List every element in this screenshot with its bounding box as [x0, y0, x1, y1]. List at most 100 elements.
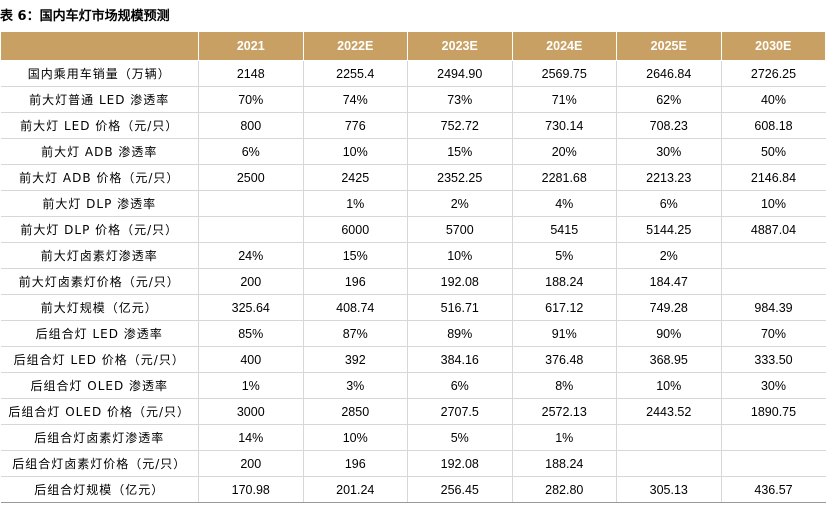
table-cell — [720, 242, 826, 269]
table-cell: 749.28 — [616, 294, 721, 321]
table-cell: 282.80 — [511, 476, 617, 503]
table-cell: 5% — [511, 242, 617, 269]
table-cell: 3000 — [198, 398, 303, 425]
table-cell: 2255.4 — [302, 60, 408, 87]
table-cell: 2646.84 — [616, 60, 721, 87]
table-cell: 384.16 — [407, 346, 512, 373]
table-cell — [720, 450, 826, 477]
table-cell: 776 — [302, 112, 408, 139]
table-cell: 1890.75 — [720, 398, 826, 425]
table-cell: 196 — [302, 450, 408, 477]
table-cell: 2% — [407, 190, 512, 217]
table-row: 前大灯 ADB 渗透率 6% 10% 15% 20% 30% 50% — [0, 138, 826, 165]
table-cell: 617.12 — [511, 294, 617, 321]
table-cell: 6000 — [302, 216, 408, 243]
table-cell: 752.72 — [407, 112, 512, 139]
table-cell: 30% — [616, 138, 721, 165]
table-row: 前大灯 ADB 价格（元/只） 2500 2425 2352.25 2281.68 221… — [0, 164, 826, 191]
table-cell: 6% — [198, 138, 303, 165]
table-cell: 2146.84 — [720, 164, 826, 191]
table-cell: 5415 — [511, 216, 617, 243]
table-cell: 400 — [198, 346, 303, 373]
row-label: 前大灯卤素灯价格（元/只） — [0, 268, 199, 295]
table-cell: 192.08 — [407, 268, 512, 295]
table-row: 后组合灯 OLED 价格（元/只） 3000 2850 2707.5 2572.13 24… — [0, 398, 826, 425]
table-cell: 70% — [720, 320, 826, 347]
table-cell: 15% — [407, 138, 512, 165]
table-row: 前大灯 LED 价格（元/只） 800 776 752.72 730.14 708.23 6… — [0, 112, 826, 139]
table-cell: 74% — [302, 86, 408, 113]
table-cell: 1% — [302, 190, 408, 217]
table-row: 前大灯规模（亿元） 325.64 408.74 516.71 617.12 749.28 9… — [0, 294, 826, 321]
table-row: 前大灯普通 LED 渗透率 70% 74% 73% 71% 62% 40% — [0, 86, 826, 113]
table-cell: 10% — [616, 372, 721, 399]
table-cell: 5% — [407, 424, 512, 451]
table-cell: 10% — [720, 190, 826, 217]
row-label: 后组合灯 OLED 渗透率 — [0, 372, 199, 399]
table-cell: 196 — [302, 268, 408, 295]
table-cell: 708.23 — [616, 112, 721, 139]
table-cell: 200 — [198, 268, 303, 295]
table-cell: 2494.90 — [407, 60, 512, 87]
forecast-table: 2021 2022E 2023E 2024E 2025E 2030E 国内乘用车… — [0, 31, 826, 503]
row-label: 后组合灯 OLED 价格（元/只） — [0, 398, 199, 425]
row-label: 后组合灯 LED 价格（元/只） — [0, 346, 199, 373]
table-cell: 71% — [511, 86, 617, 113]
table-row: 前大灯 DLP 渗透率 1% 2% 4% 6% 10% — [0, 190, 826, 217]
table-cell: 368.95 — [616, 346, 721, 373]
table-cell: 6% — [407, 372, 512, 399]
header-corner — [0, 31, 199, 61]
table-cell: 6% — [616, 190, 721, 217]
table-cell: 200 — [198, 450, 303, 477]
table-cell: 184.47 — [616, 268, 721, 295]
table-cell: 392 — [302, 346, 408, 373]
table-cell: 2707.5 — [407, 398, 512, 425]
table-cell: 4887.04 — [720, 216, 826, 243]
table-cell: 91% — [511, 320, 617, 347]
row-label: 国内乘用车销量（万辆） — [0, 60, 199, 87]
table-cell: 2443.52 — [616, 398, 721, 425]
table-cell: 516.71 — [407, 294, 512, 321]
table-row: 后组合灯 OLED 渗透率 1% 3% 6% 8% 10% 30% — [0, 372, 826, 399]
table-row: 前大灯卤素灯价格（元/只） 200 196 192.08 188.24 184.47 — [0, 268, 826, 295]
table-cell: 40% — [720, 86, 826, 113]
table-cell — [720, 268, 826, 295]
table-cell: 376.48 — [511, 346, 617, 373]
column-header: 2030E — [720, 31, 826, 61]
table-cell: 8% — [511, 372, 617, 399]
table-cell: 2569.75 — [511, 60, 617, 87]
table-cell: 87% — [302, 320, 408, 347]
table-cell: 2% — [616, 242, 721, 269]
table-cell: 436.57 — [720, 476, 826, 503]
table-cell: 188.24 — [511, 450, 617, 477]
table-cell — [198, 216, 303, 243]
table-cell: 2500 — [198, 164, 303, 191]
row-label: 前大灯规模（亿元） — [0, 294, 199, 321]
table-cell: 50% — [720, 138, 826, 165]
row-label: 后组合灯卤素灯价格（元/只） — [0, 450, 199, 477]
table-cell: 24% — [198, 242, 303, 269]
table-cell — [616, 450, 721, 477]
table-cell: 70% — [198, 86, 303, 113]
table-cell: 2425 — [302, 164, 408, 191]
table-cell: 608.18 — [720, 112, 826, 139]
table-cell — [198, 190, 303, 217]
table-cell: 325.64 — [198, 294, 303, 321]
column-header: 2021 — [198, 31, 304, 61]
column-header: 2025E — [616, 31, 722, 61]
table-cell: 20% — [511, 138, 617, 165]
table-cell: 408.74 — [302, 294, 408, 321]
table-cell: 15% — [302, 242, 408, 269]
table-body: 国内乘用车销量（万辆） 2148 2255.4 2494.90 2569.75 2646.… — [0, 60, 826, 503]
table-cell: 984.39 — [720, 294, 826, 321]
table-cell: 2213.23 — [616, 164, 721, 191]
table-cell: 1% — [511, 424, 617, 451]
table-title: 表 6：国内车灯市场规模预测 — [0, 9, 170, 24]
table-cell: 62% — [616, 86, 721, 113]
table-cell: 256.45 — [407, 476, 512, 503]
row-label: 后组合灯卤素灯渗透率 — [0, 424, 199, 451]
table-row: 国内乘用车销量（万辆） 2148 2255.4 2494.90 2569.75 2646.… — [0, 60, 826, 87]
row-label: 前大灯 DLP 价格（元/只） — [0, 216, 199, 243]
table-row: 后组合灯卤素灯渗透率 14% 10% 5% 1% — [0, 424, 826, 451]
table-cell: 170.98 — [198, 476, 303, 503]
